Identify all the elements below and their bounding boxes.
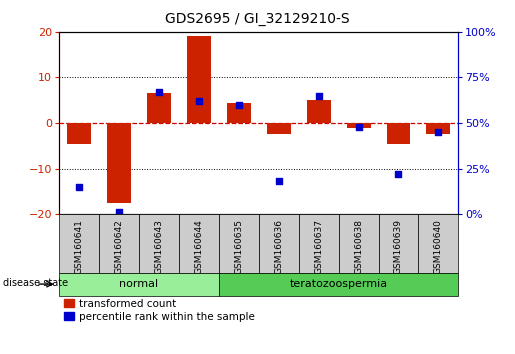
Bar — [59, 214, 99, 273]
Bar — [179, 214, 219, 273]
Point — [434, 129, 442, 135]
Point — [394, 171, 403, 177]
Point — [274, 178, 283, 184]
Text: GSM160637: GSM160637 — [314, 219, 323, 274]
Text: normal: normal — [119, 279, 159, 289]
Point — [115, 210, 123, 215]
Bar — [219, 273, 458, 296]
Text: GSM160639: GSM160639 — [394, 219, 403, 274]
Bar — [219, 214, 259, 273]
Text: GSM160640: GSM160640 — [434, 219, 443, 274]
Bar — [67, 123, 91, 143]
Bar — [99, 214, 139, 273]
Text: GDS2695 / GI_32129210-S: GDS2695 / GI_32129210-S — [165, 12, 350, 27]
Bar — [259, 214, 299, 273]
Bar — [426, 123, 450, 135]
Text: GSM160636: GSM160636 — [274, 219, 283, 274]
Text: GSM160635: GSM160635 — [234, 219, 243, 274]
Bar — [386, 123, 410, 143]
Bar — [347, 123, 370, 127]
Bar — [139, 214, 179, 273]
Bar — [418, 214, 458, 273]
Text: GSM160641: GSM160641 — [75, 219, 83, 274]
Bar — [59, 273, 219, 296]
Point — [354, 124, 363, 130]
Bar — [147, 93, 171, 123]
Point — [235, 102, 243, 108]
Bar — [267, 123, 290, 135]
Text: GSM160643: GSM160643 — [154, 219, 163, 274]
Text: teratozoospermia: teratozoospermia — [289, 279, 388, 289]
Point — [155, 89, 163, 95]
Bar — [227, 103, 251, 123]
Bar — [307, 100, 331, 123]
Point — [315, 93, 323, 98]
Legend: transformed count, percentile rank within the sample: transformed count, percentile rank withi… — [64, 299, 255, 322]
Text: GSM160644: GSM160644 — [195, 219, 203, 274]
Bar — [187, 36, 211, 123]
Bar — [107, 123, 131, 203]
Text: GSM160638: GSM160638 — [354, 219, 363, 274]
Bar — [339, 214, 379, 273]
Point — [195, 98, 203, 104]
Text: disease state: disease state — [3, 278, 67, 288]
Bar — [379, 214, 418, 273]
Bar — [299, 214, 339, 273]
Text: GSM160642: GSM160642 — [115, 219, 124, 274]
Point — [75, 184, 83, 190]
